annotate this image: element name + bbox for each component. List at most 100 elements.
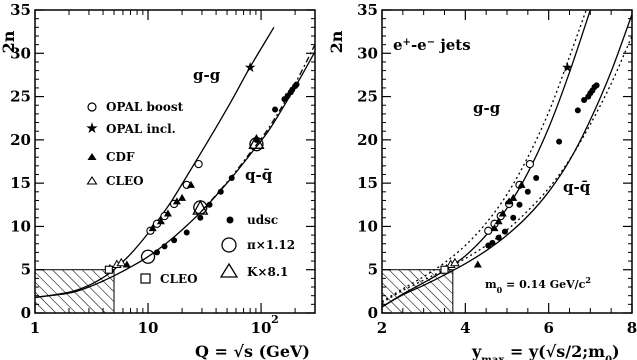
y-tick-label: 30 [357,44,378,62]
curve-q-q--dotted [382,35,632,304]
point-udsc [516,201,523,208]
big-open-circle-icon [221,237,237,253]
point-udsc [228,174,235,181]
legend-label-pion: π×1.12 [247,238,295,252]
open-square-icon [140,273,151,284]
left-plot-area: ★ [34,26,315,314]
point-udsc [171,237,178,244]
legend-label-cleo-square: CLEO [160,272,198,286]
right-curve-label-gg: g-g [473,99,501,117]
point-udsc [161,243,168,250]
point-udsc [574,107,581,114]
legend-entry-opal-boost: OPAL boost [87,100,184,114]
x-tick-label: 4 [460,319,470,337]
right-panel-title: e+-e− jets [393,36,471,54]
x-tick-label: 10 [138,319,159,337]
point-udsc [533,174,540,181]
point-cdf [172,197,181,205]
right-plot-area: ★ [381,10,632,314]
legend-label-udsc: udsc [247,213,278,227]
y-tick-label: 5 [21,261,31,279]
point-cdf [178,193,187,201]
point-udsc [510,214,517,221]
point-cdf [473,260,482,268]
filled-triangle-icon [87,153,97,160]
point-cleo [450,257,460,267]
point-opal-boost [525,159,535,169]
y-tick-label: 25 [357,88,378,106]
y-tick-label: 25 [10,88,31,106]
y-tick-label: 10 [357,217,378,235]
point-cdf [505,197,514,205]
legend-entry-udsc: udsc [226,213,278,227]
point-cdf [163,209,172,217]
point-udsc [153,249,160,256]
point-opal-incl: ★ [561,60,574,76]
right-x-axis-title: ymax = y(√s/2;m0) [471,342,620,360]
legend-entry-cdf: CDF [87,150,135,164]
x-tick-label: 6 [543,319,553,337]
legend-entry-kaon: K×8.1 [219,262,288,279]
point-udsc [489,239,496,246]
point-cdf [517,180,526,188]
point-cleo [116,257,127,267]
y-tick-label: 20 [10,131,31,149]
x-tick-label: 8 [627,319,637,337]
point-udsc [495,234,502,241]
y-tick-label: 35 [10,1,31,19]
right-panel: 2n 0 5 10 15 20 25 30 35 2 4 6 8 ★ e+-e− jets g-g q… [327,1,637,360]
legend-label-cleo-triangle: CLEO [106,174,144,188]
left-curve-label-qq: q-q̄ [245,166,273,184]
star-icon: ★ [85,119,98,137]
point-cdf [187,180,196,188]
right-y-axis-title: 2n [327,30,346,53]
big-open-triangle-icon [219,262,239,278]
x-tick-label: 2 [377,319,387,337]
left-plot-frame [34,9,316,314]
open-circle-icon [87,102,97,112]
point-cdf [156,217,165,225]
curve-g-g-dotted [382,10,587,303]
y-tick-label: 10 [10,217,31,235]
left-y-axis-title: 2n [0,30,18,53]
legend-label-opal-boost: OPAL boost [106,100,184,114]
y-tick-label: 15 [10,174,31,192]
right-ticks: 0 5 10 15 20 25 30 35 2 4 6 8 [357,1,637,337]
curve-g-g [382,10,591,308]
curves-group [382,10,632,308]
y-tick-label: 5 [368,261,378,279]
legend-label-kaon: K×8.1 [247,265,288,279]
point-cdf [148,224,157,232]
legend-label-opal-incl: OPAL incl. [106,122,176,136]
curve-q-q- [35,51,315,299]
point-udsc [197,214,204,221]
curves-group [35,26,315,299]
y-tick-label: 35 [357,1,378,19]
point-udsc [581,97,588,104]
point-udsc [272,106,279,113]
y-tick-label: 0 [21,304,31,322]
point-kaon [192,199,209,215]
open-triangle-icon [86,175,98,185]
point-udsc [206,201,213,208]
left-curve-label-gg: g-g [193,66,221,84]
point-cleo-square [104,265,113,274]
point-pion [249,137,264,152]
point-udsc [293,81,300,88]
y-tick-label: 15 [357,174,378,192]
point-udsc [183,229,190,236]
point-opal-incl: ★ [244,60,257,76]
curve-q-q- [382,14,632,308]
y-tick-label: 0 [368,304,378,322]
point-cdf [498,209,507,217]
point-udsc [217,188,224,195]
point-udsc [593,82,600,89]
legend-label-cdf: CDF [106,150,135,164]
point-cdf [509,193,518,201]
right-plot-frame [381,9,633,314]
point-pion [140,249,156,264]
point-udsc [524,188,531,195]
x-tick-label: 1 [30,319,40,337]
